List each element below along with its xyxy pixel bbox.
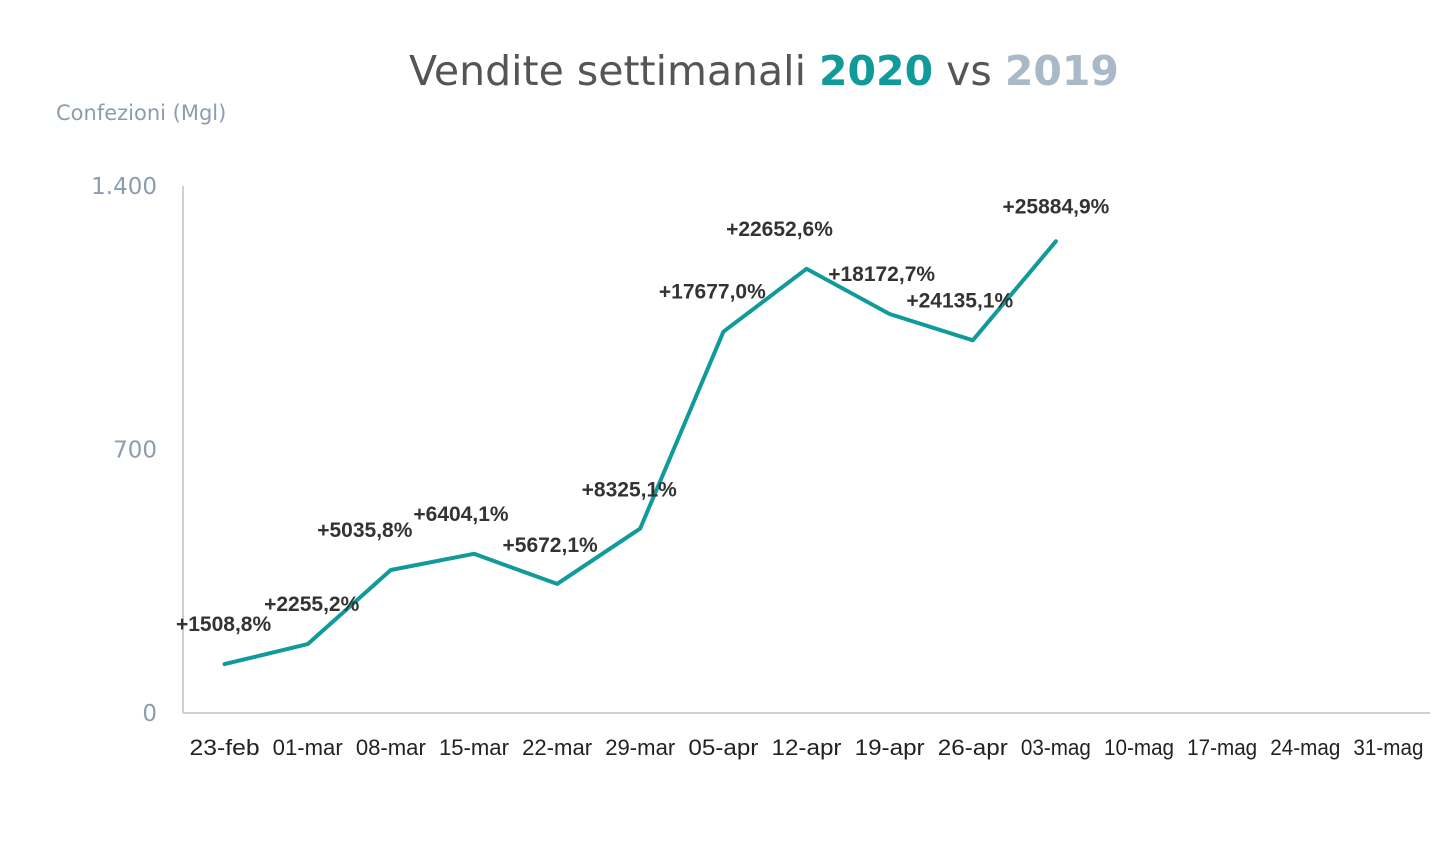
data-label: +22652,6% — [726, 218, 833, 241]
y-tick-label: 700 — [113, 438, 157, 464]
data-label: +17677,0% — [659, 281, 766, 304]
x-tick-label: 24-mag — [1270, 735, 1340, 760]
data-labels: +1508,8%+2255,2% +5035,8%+6404,1% +5672,1%… — [176, 195, 1110, 636]
x-tick-label: 22-mar — [522, 735, 592, 760]
x-tick-label: 31-mag — [1353, 735, 1423, 760]
x-tick-label: 01-mar — [273, 735, 343, 760]
data-label: +6404,1% — [413, 503, 508, 526]
data-label: +25884,9% — [1002, 195, 1109, 218]
x-tick-label: 08-mar — [356, 735, 426, 760]
chart-title-middle: vs — [933, 47, 1005, 95]
chart-title-year-2019: 2019 — [1005, 47, 1119, 95]
x-tick-label: 26-apr — [938, 735, 1008, 760]
x-tick-label: 19-apr — [855, 735, 925, 760]
data-label: +5672,1% — [503, 534, 598, 557]
y-axis-label: Confezioni (Mgl) — [56, 101, 226, 125]
chart-title-year-2020: 2020 — [819, 47, 933, 95]
chart-title: Vendite settimanali 2020 vs 2019 — [409, 47, 1119, 95]
x-tick-label: 17-mag — [1187, 735, 1257, 760]
x-tick-label: 05-apr — [688, 735, 758, 760]
data-label: +24135,1% — [906, 289, 1013, 312]
chart-title-prefix: Vendite settimanali — [409, 47, 819, 95]
data-label: +5035,8% — [317, 519, 412, 542]
data-label: +1508,8% — [176, 613, 271, 636]
x-tick-label: 15-mar — [439, 735, 509, 760]
x-tick-label: 12-apr — [772, 735, 842, 760]
x-tick-label: 03-mag — [1021, 735, 1091, 760]
data-label: +18172,7% — [828, 263, 935, 286]
y-ticks: 0 700 1.400 — [91, 174, 157, 727]
x-ticks: 23-feb 01-mar 08-mar 15-mar 22-mar 29-mar 05-a… — [190, 735, 1424, 760]
data-label: +2255,2% — [264, 593, 359, 616]
y-tick-label: 1.400 — [91, 174, 157, 200]
series-line-2020 — [222, 239, 1058, 667]
x-tick-label: 29-mar — [605, 735, 675, 760]
data-label: +8325,1% — [582, 479, 677, 502]
x-tick-label: 10-mag — [1104, 735, 1174, 760]
y-tick-label: 0 — [142, 701, 157, 727]
x-tick-label: 23-feb — [190, 735, 260, 760]
